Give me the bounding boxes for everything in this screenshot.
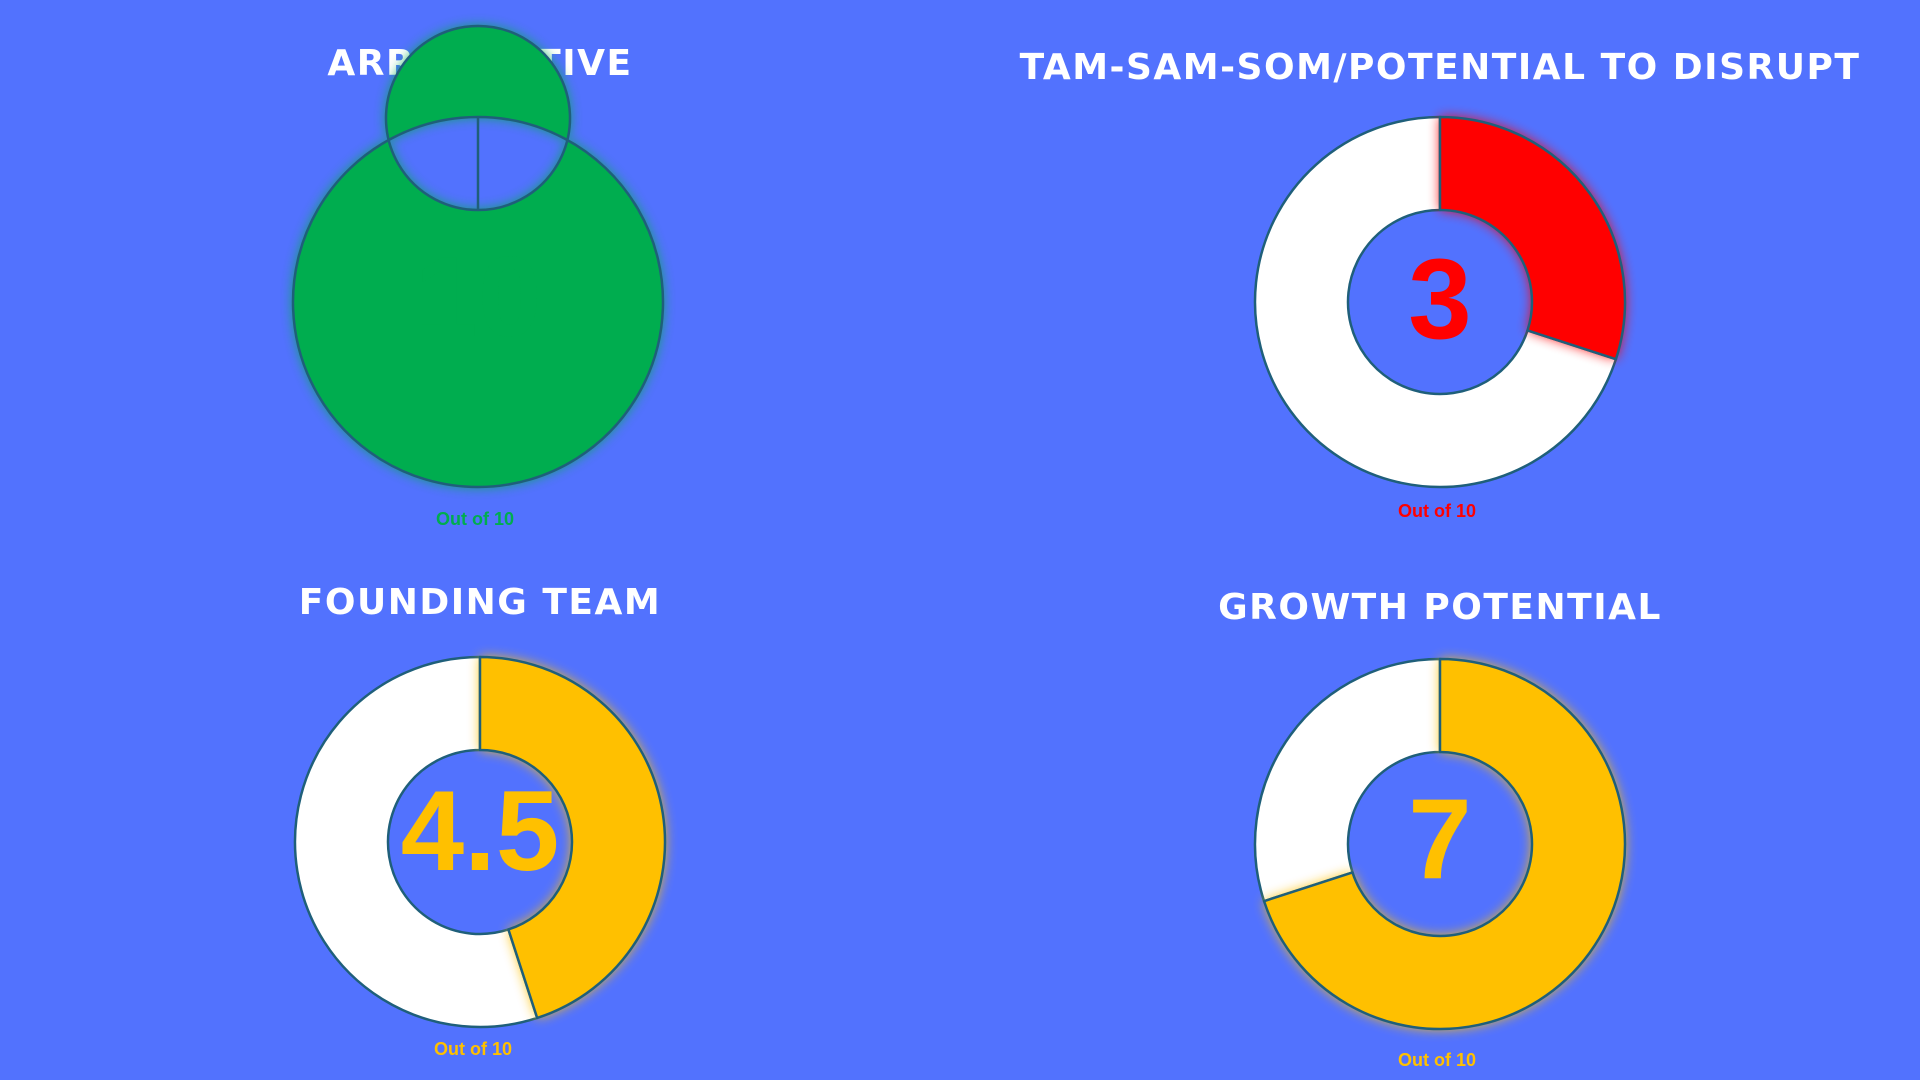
score-value: 10	[414, 234, 542, 361]
donut-chart	[1253, 115, 1627, 489]
slice-score	[1262, 657, 1627, 1031]
score-value: 7	[1408, 776, 1472, 903]
gauge-title: GROWTH POTENTIAL	[1218, 587, 1662, 628]
slice-score	[478, 655, 667, 1020]
score-caption: Out of 10	[1397, 501, 1476, 521]
donut-chart	[293, 655, 667, 1029]
slice-remainder	[1253, 657, 1442, 903]
score-caption: Out of 10	[433, 1039, 512, 1059]
slice-remainder	[293, 655, 539, 1029]
score-caption: Out of 10	[1397, 1050, 1476, 1070]
gauge-title: FOUNDING TEAM	[298, 582, 662, 623]
gauge-growth-potential: GROWTH POTENTIAL 7 Out of 10	[960, 540, 1920, 1080]
slice-score	[291, 24, 665, 489]
slice-remainder	[1253, 115, 1618, 489]
slice-score	[1438, 115, 1627, 361]
gauge-founding-team: FOUNDING TEAM 4.5 Out of 10	[0, 540, 960, 1080]
donut-chart	[1253, 657, 1627, 1031]
score-caption: Out of 10	[435, 509, 514, 529]
gauge-title: TAM-SAM-SOM/POTENTIAL TO DISRUPT	[1019, 47, 1861, 88]
score-value: 4.5	[400, 768, 560, 895]
gauge-arr-relative: ARR/RELATIVE 10 Out of 10	[0, 0, 960, 540]
gauge-tam-sam-som: TAM-SAM-SOM/POTENTIAL TO DISRUPT 3 Out o…	[960, 0, 1920, 540]
donut-chart	[291, 24, 665, 489]
score-value: 3	[1408, 236, 1472, 363]
